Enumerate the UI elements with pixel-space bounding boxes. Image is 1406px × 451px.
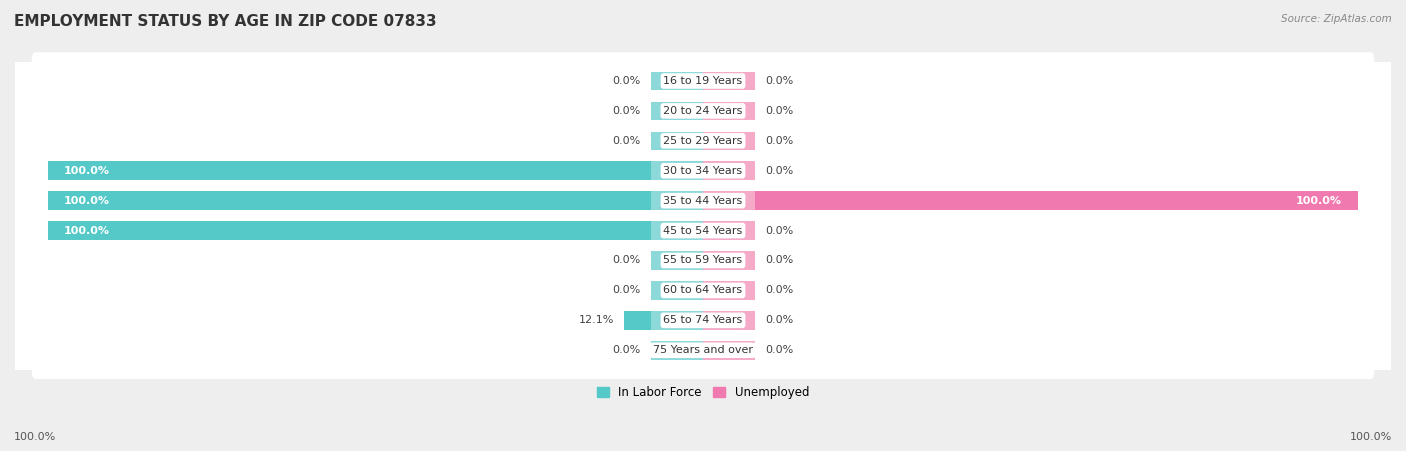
FancyBboxPatch shape: [31, 172, 1375, 230]
Bar: [703, 101, 755, 120]
Bar: [624, 311, 703, 330]
Text: 0.0%: 0.0%: [765, 345, 793, 355]
Text: 0.0%: 0.0%: [765, 136, 793, 146]
FancyBboxPatch shape: [31, 292, 1375, 349]
Text: 100.0%: 100.0%: [65, 226, 110, 235]
Bar: [703, 72, 755, 90]
Text: 0.0%: 0.0%: [765, 166, 793, 176]
Text: 0.0%: 0.0%: [613, 256, 641, 266]
Bar: [48, 161, 703, 180]
Bar: [703, 251, 755, 270]
Bar: [651, 191, 703, 210]
Text: 0.0%: 0.0%: [765, 256, 793, 266]
Bar: [651, 251, 703, 270]
Bar: [703, 132, 755, 150]
Bar: [703, 281, 755, 299]
Text: EMPLOYMENT STATUS BY AGE IN ZIP CODE 07833: EMPLOYMENT STATUS BY AGE IN ZIP CODE 078…: [14, 14, 437, 28]
Text: 30 to 34 Years: 30 to 34 Years: [664, 166, 742, 176]
Bar: [651, 221, 703, 240]
Bar: [651, 101, 703, 120]
FancyBboxPatch shape: [31, 202, 1375, 259]
Bar: [703, 191, 1358, 210]
Text: 60 to 64 Years: 60 to 64 Years: [664, 285, 742, 295]
Bar: [651, 161, 703, 180]
Text: 0.0%: 0.0%: [613, 136, 641, 146]
Text: 25 to 29 Years: 25 to 29 Years: [664, 136, 742, 146]
Bar: [651, 132, 703, 150]
Bar: [651, 341, 703, 359]
Text: 20 to 24 Years: 20 to 24 Years: [664, 106, 742, 116]
FancyBboxPatch shape: [31, 322, 1375, 379]
Text: 55 to 59 Years: 55 to 59 Years: [664, 256, 742, 266]
Text: 0.0%: 0.0%: [765, 226, 793, 235]
Text: 0.0%: 0.0%: [613, 76, 641, 86]
Text: 16 to 19 Years: 16 to 19 Years: [664, 76, 742, 86]
Text: 100.0%: 100.0%: [1296, 196, 1341, 206]
Bar: [703, 191, 755, 210]
Text: 0.0%: 0.0%: [765, 315, 793, 325]
Text: 45 to 54 Years: 45 to 54 Years: [664, 226, 742, 235]
Legend: In Labor Force, Unemployed: In Labor Force, Unemployed: [592, 382, 814, 404]
Bar: [651, 281, 703, 299]
Text: 75 Years and over: 75 Years and over: [652, 345, 754, 355]
FancyBboxPatch shape: [31, 82, 1375, 140]
Text: 12.1%: 12.1%: [578, 315, 614, 325]
Text: 65 to 74 Years: 65 to 74 Years: [664, 315, 742, 325]
Text: 0.0%: 0.0%: [613, 345, 641, 355]
FancyBboxPatch shape: [31, 262, 1375, 319]
Bar: [703, 161, 755, 180]
Text: 100.0%: 100.0%: [65, 196, 110, 206]
FancyBboxPatch shape: [31, 112, 1375, 170]
Bar: [703, 341, 755, 359]
Bar: [48, 221, 703, 240]
Bar: [651, 72, 703, 90]
Text: 100.0%: 100.0%: [1350, 432, 1392, 442]
Text: 100.0%: 100.0%: [65, 166, 110, 176]
Bar: [48, 191, 703, 210]
Bar: [651, 311, 703, 330]
Text: 0.0%: 0.0%: [613, 285, 641, 295]
Text: 100.0%: 100.0%: [14, 432, 56, 442]
Text: 0.0%: 0.0%: [765, 106, 793, 116]
FancyBboxPatch shape: [31, 52, 1375, 110]
Bar: [703, 311, 755, 330]
Bar: [703, 221, 755, 240]
Text: Source: ZipAtlas.com: Source: ZipAtlas.com: [1281, 14, 1392, 23]
FancyBboxPatch shape: [31, 142, 1375, 199]
Text: 0.0%: 0.0%: [765, 76, 793, 86]
Text: 0.0%: 0.0%: [765, 285, 793, 295]
Text: 0.0%: 0.0%: [613, 106, 641, 116]
FancyBboxPatch shape: [31, 232, 1375, 289]
Text: 35 to 44 Years: 35 to 44 Years: [664, 196, 742, 206]
